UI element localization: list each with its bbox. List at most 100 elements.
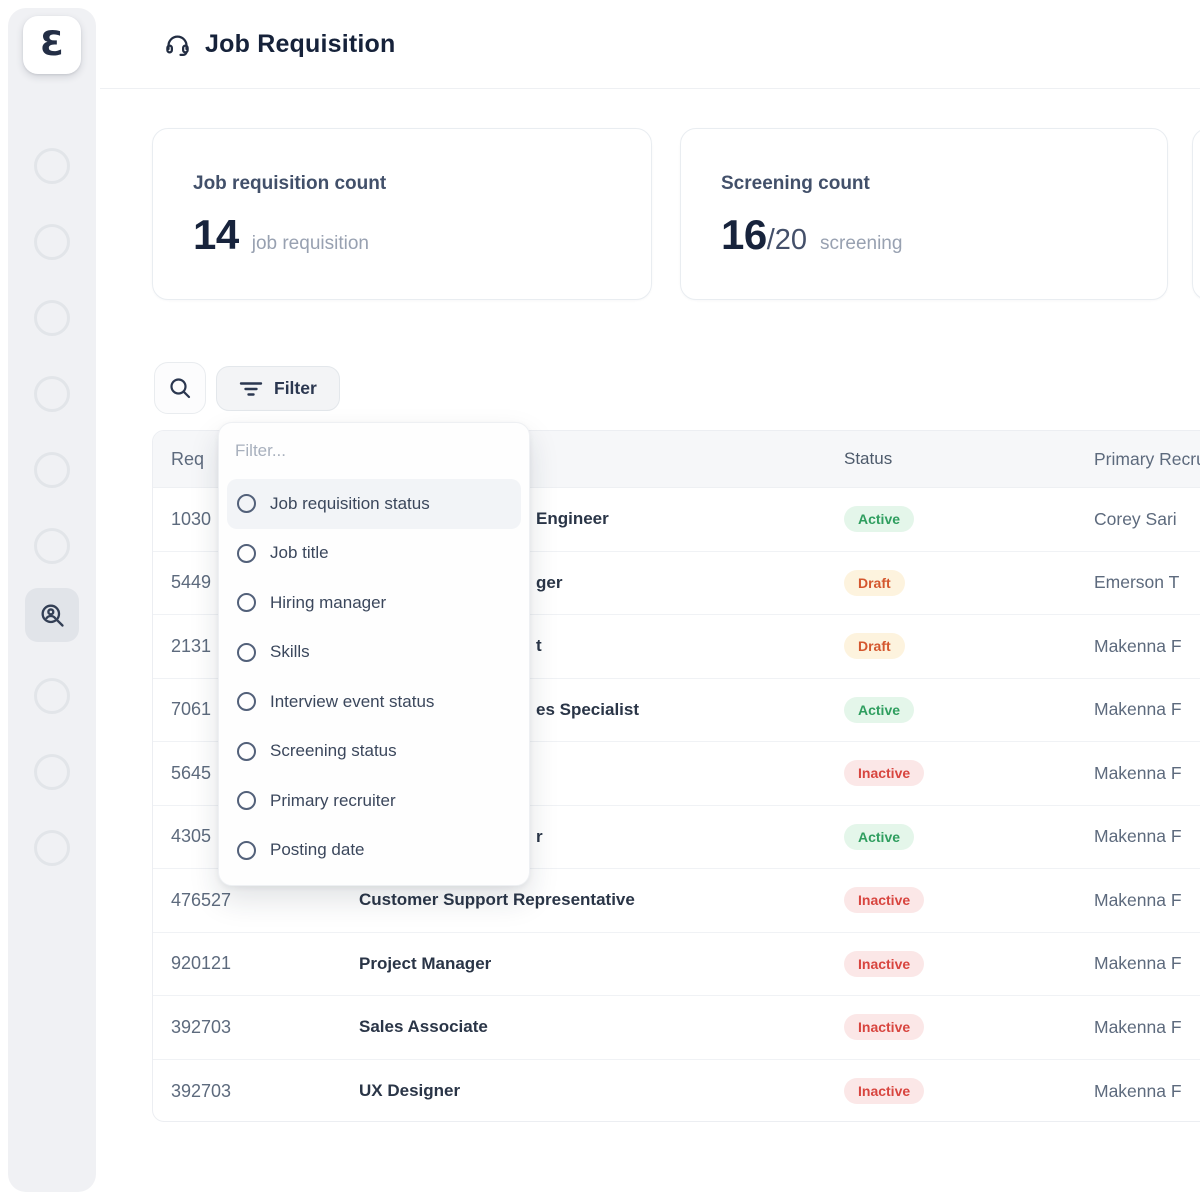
cell-job-title: Project Manager: [359, 953, 492, 973]
cell-req-id: 5449: [171, 572, 212, 593]
filter-lines-icon: [239, 379, 263, 399]
table-row[interactable]: 5449 ger Draft Emerson T: [153, 552, 1200, 615]
table-row[interactable]: 4305 r Active Makenna F: [153, 806, 1200, 869]
cell-req-id: 392703: [171, 1080, 232, 1101]
cell-primary-recruiter: Makenna F: [1094, 699, 1182, 720]
filter-options-list: Job requisition status Job title Hiring …: [219, 479, 529, 875]
column-header-status[interactable]: Status: [844, 449, 893, 468]
table-row[interactable]: 2131 t Draft Makenna F: [153, 615, 1200, 679]
status-badge: Inactive: [844, 1078, 925, 1105]
filter-option-label: Job requisition status: [270, 493, 430, 513]
cell-req-id: 392703: [171, 1016, 232, 1037]
filter-option[interactable]: Screening status: [227, 727, 521, 777]
filter-option[interactable]: Hiring manager: [227, 578, 521, 628]
radio-icon: [237, 494, 256, 514]
cell-primary-recruiter: Makenna F: [1094, 826, 1182, 847]
search-button[interactable]: [154, 362, 206, 414]
radio-icon: [237, 840, 256, 860]
filter-button-label: Filter: [274, 378, 317, 398]
sidebar-item-job-requisition-active[interactable]: [25, 588, 79, 642]
cell-status: Active: [844, 823, 1094, 850]
nav-placeholder-icon[interactable]: [34, 148, 70, 184]
cell-primary-recruiter: Corey Sari: [1094, 508, 1177, 529]
app-logo[interactable]: Ɛ: [23, 16, 81, 74]
nav-placeholder-icon[interactable]: [34, 678, 70, 714]
status-badge: Inactive: [844, 887, 925, 914]
table-row[interactable]: 1030 Engineer Active Corey Sari: [153, 488, 1200, 552]
cell-primary-recruiter: Makenna F: [1094, 953, 1182, 974]
table-row[interactable]: 476527 Customer Support Representative I…: [153, 869, 1200, 933]
table-row[interactable]: 392703 UX Designer Inactive Makenna F: [153, 1060, 1200, 1122]
stat-card-partial: [1192, 128, 1200, 300]
cell-job-title: r: [536, 826, 543, 846]
nav-placeholder-icon[interactable]: [34, 224, 70, 260]
cell-status: Active: [844, 506, 1094, 533]
nav-placeholder-icon[interactable]: [34, 830, 70, 866]
table-row[interactable]: 920121 Project Manager Inactive Makenna …: [153, 933, 1200, 996]
radio-icon: [237, 741, 256, 761]
filter-option[interactable]: Primary recruiter: [227, 776, 521, 826]
stat-fraction: /20: [766, 224, 808, 256]
table-row[interactable]: 7061 es Specialist Active Makenna F: [153, 679, 1200, 742]
cell-primary-recruiter: Makenna F: [1094, 635, 1182, 656]
filter-dropdown: Filter... Job requisition status Job tit…: [218, 422, 530, 886]
cell-status: Draft: [844, 633, 1094, 660]
status-badge: Draft: [844, 569, 905, 596]
nav-placeholder-icon[interactable]: [34, 452, 70, 488]
cell-job-title: Customer Support Representative: [359, 890, 635, 910]
cell-req-id: 920121: [171, 953, 232, 974]
cell-req-id: 2131: [171, 635, 212, 656]
stat-value: 14: [193, 211, 239, 258]
table-row[interactable]: 5645 Inactive Makenna F: [153, 742, 1200, 806]
filter-option-label: Job title: [270, 543, 329, 563]
filter-option[interactable]: Job title: [227, 529, 521, 579]
cell-status: Inactive: [844, 1014, 1094, 1041]
stat-unit: job requisition: [251, 233, 369, 254]
nav-placeholder-icon[interactable]: [34, 528, 70, 564]
radio-icon: [237, 692, 256, 712]
cell-status: Inactive: [844, 887, 1094, 914]
headset-icon: [164, 31, 191, 58]
radio-icon: [237, 791, 256, 811]
cell-job-title: ger: [536, 572, 563, 592]
cell-primary-recruiter: Makenna F: [1094, 1080, 1182, 1101]
cell-status: Inactive: [844, 760, 1094, 787]
cell-status: Inactive: [844, 1078, 1094, 1105]
table-body: 1030 Engineer Active Corey Sari 5449 ger…: [153, 488, 1200, 1122]
cell-primary-recruiter: Makenna F: [1094, 1016, 1182, 1037]
stat-unit: screening: [820, 233, 903, 254]
cell-primary-recruiter: Makenna F: [1094, 762, 1182, 783]
filter-option[interactable]: Skills: [227, 628, 521, 678]
radio-icon: [237, 543, 256, 563]
status-badge: Draft: [844, 633, 905, 660]
page-title: Job Requisition: [205, 29, 396, 58]
cell-req-id: 476527: [171, 889, 232, 910]
filter-option[interactable]: Interview event status: [227, 677, 521, 727]
sidebar: Ɛ: [8, 8, 96, 1192]
filter-option[interactable]: Posting date: [227, 826, 521, 876]
status-badge: Inactive: [844, 1014, 925, 1041]
column-header-req-id[interactable]: Req: [171, 448, 205, 469]
filter-option-label: Posting date: [270, 840, 365, 860]
sidebar-nav-top: [8, 148, 96, 564]
filter-button[interactable]: Filter: [216, 366, 340, 411]
column-header-primary-recruiter[interactable]: Primary Recruiter: [1094, 448, 1200, 469]
status-badge: Active: [844, 823, 915, 850]
cell-primary-recruiter: Makenna F: [1094, 889, 1182, 910]
stat-label: Screening count: [721, 173, 870, 194]
cell-req-id: 1030: [171, 508, 212, 529]
nav-placeholder-icon[interactable]: [34, 754, 70, 790]
table-row[interactable]: 392703 Sales Associate Inactive Makenna …: [153, 996, 1200, 1060]
cell-status: Inactive: [844, 950, 1094, 977]
radio-icon: [237, 593, 256, 613]
nav-placeholder-icon[interactable]: [34, 376, 70, 412]
filter-option[interactable]: Job requisition status: [227, 479, 521, 529]
nav-placeholder-icon[interactable]: [34, 300, 70, 336]
filter-search-input[interactable]: Filter...: [235, 441, 287, 460]
cell-job-title: t: [536, 636, 542, 656]
cell-job-title: Engineer: [536, 509, 609, 529]
filter-option-label: Primary recruiter: [270, 790, 396, 810]
cell-req-id: 4305: [171, 826, 212, 847]
status-badge: Inactive: [844, 760, 925, 787]
stat-value: 16: [721, 211, 767, 258]
